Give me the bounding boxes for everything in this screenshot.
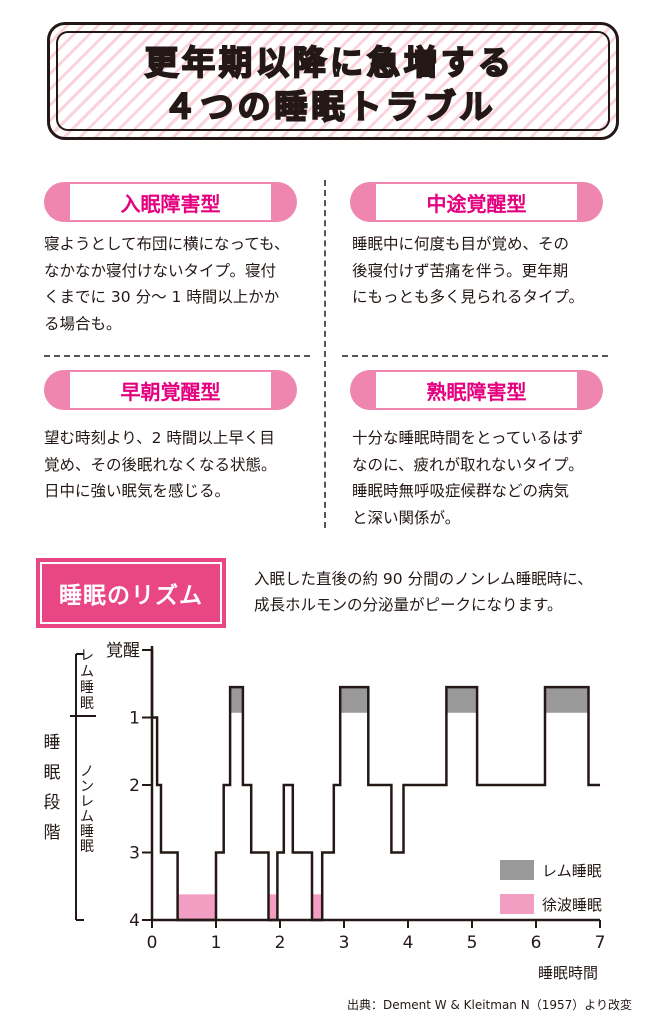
stage-group-label: ン [80,779,94,795]
legend-swatch [500,894,534,914]
x-tick-label: 2 [275,933,286,953]
pill-cap-left [350,370,376,410]
rhythm-label: 睡眠のリズム [59,583,203,609]
pill-border [68,408,273,410]
title-banner [47,22,619,140]
desc-line: なのに、疲れが取れないタイプ。 [352,455,584,474]
stage-group-label: 睡 [80,680,94,696]
desc-line: 十分な睡眠時間をとっているはず [352,429,584,447]
desc-line: にもっとも多く見られるタイプ。 [352,288,585,306]
rem-band [544,687,589,713]
source-citation: 出典：Dement W & Kleitman N（1957）より改変 [346,998,632,1012]
rhythm-line: 成長ホルモンの分泌量がピークになります。 [254,596,563,614]
hypnogram-line [150,650,600,922]
x-tick-label: 7 [595,933,606,953]
stage-group-label: ム [80,664,94,680]
slow-wave-band [312,894,323,920]
trouble-name-1: 入眠障害型 [120,192,221,216]
stage-group-label: 睡 [80,824,94,840]
rhythm-label-box: 睡眠のリズム [36,558,226,628]
desc-line: 望む時刻より、2 時間以上早く目 [44,429,275,447]
pill-border [374,220,579,222]
pill-border [374,370,579,372]
stage-group-label: 眠 [80,696,94,712]
desc-line: 寝ようとして布団に横になっても、 [44,235,290,253]
legend-label: レム睡眠 [542,862,602,880]
stage-group-label: レ [80,794,94,810]
stage-group-label: ノ [80,764,94,780]
stage-group-label: レ [80,648,94,664]
trouble-heading-2: 中途覚醒型 [350,182,603,222]
desc-line: る場合も。 [44,314,122,333]
x-tick-label: 4 [403,933,414,953]
y-tick-label: 1 [129,709,140,729]
desc-line: 睡眠中に何度も目が覚め、その [352,235,570,253]
stage-group-label: ム [80,809,94,825]
y-axis-label: 睡 [44,733,61,753]
rem-band [230,687,243,713]
pill-cap-left [44,182,70,222]
trouble-desc-2: 睡眠中に何度も目が覚め、その 後寝付けず苦痛を伴う。更年期 にもっとも多く見られ… [352,231,622,311]
trouble-desc-1: 寝ようとして布団に横になっても、 なかなか寝付けないタイプ。寝付 くまでに 30… [44,231,314,337]
pill-border [68,370,273,372]
rhythm-text: 入眠した直後の約 90 分間のノンレム睡眠時に、 成長ホルモンの分泌量がピークに… [254,566,654,618]
trouble-heading-1: 入眠障害型 [44,182,297,222]
trouble-desc-3: 望む時刻より、2 時間以上早く目 覚め、その後眠れなくなる状態。 日中に強い眠気… [44,425,314,505]
desc-line: なかなか寝付けないタイプ。寝付 [44,261,277,280]
x-tick-label: 1 [211,933,222,953]
y-tick-label: 4 [129,911,140,931]
desc-line: と深い関係が。 [352,508,461,527]
rem-band [446,687,478,713]
desc-line: 睡眠時無呼吸症候群などの病気 [352,482,570,500]
trouble-name-2: 中途覚醒型 [426,192,527,216]
pill-cap-left [44,370,70,410]
y-axis-label: 階 [44,823,61,843]
x-tick-label: 3 [339,933,350,953]
legend-swatch [500,860,534,880]
slow-wave-band [177,894,216,920]
pill-border [68,182,273,184]
trouble-name-4: 熟眠障害型 [426,380,527,404]
pill-cap-left [350,182,376,222]
pill-border [374,182,579,184]
rhythm-line: 入眠した直後の約 90 分間のノンレム睡眠時に、 [254,570,593,588]
slow-wave-band [268,894,278,920]
desc-line: くまでに 30 分～ 1 時間以上かか [44,288,280,306]
stage-group-label: 眠 [80,839,94,855]
y-tick-label: 2 [129,776,140,796]
desc-line: 覚め、その後眠れなくなる状態。 [44,455,277,474]
pill-border [68,220,273,222]
y-tick-label: 3 [129,844,140,864]
stage-bands [177,687,589,920]
pill-border [374,408,579,410]
title-line-2: ４つの睡眠トラブル [163,86,497,127]
rem-band [340,687,369,713]
x-tick-label: 0 [147,933,158,953]
trouble-heading-4: 熟眠障害型 [350,370,603,410]
horizontal-divider-left [44,355,310,357]
y-axis-label: 眠 [44,763,61,783]
legend-label: 徐波睡眠 [542,896,602,914]
y-axis-label: 段 [44,793,61,813]
x-tick-label: 6 [531,933,542,953]
vertical-divider [324,180,326,528]
trouble-heading-3: 早朝覚醒型 [44,370,297,410]
horizontal-divider-right [342,355,608,357]
desc-line: 日中に強い眠気を感じる。 [44,482,231,500]
trouble-name-3: 早朝覚醒型 [120,380,221,404]
x-tick-label: 5 [467,933,478,953]
x-axis-label: 睡眠時間 [538,964,598,982]
y-tick-label: 覚醒 [106,641,140,661]
title-line-1: 更年期以降に急増する [144,42,515,83]
trouble-desc-4: 十分な睡眠時間をとっているはず なのに、疲れが取れないタイプ。 睡眠時無呼吸症候… [352,425,622,531]
desc-line: 後寝付けず苦痛を伴う。更年期 [352,261,569,280]
